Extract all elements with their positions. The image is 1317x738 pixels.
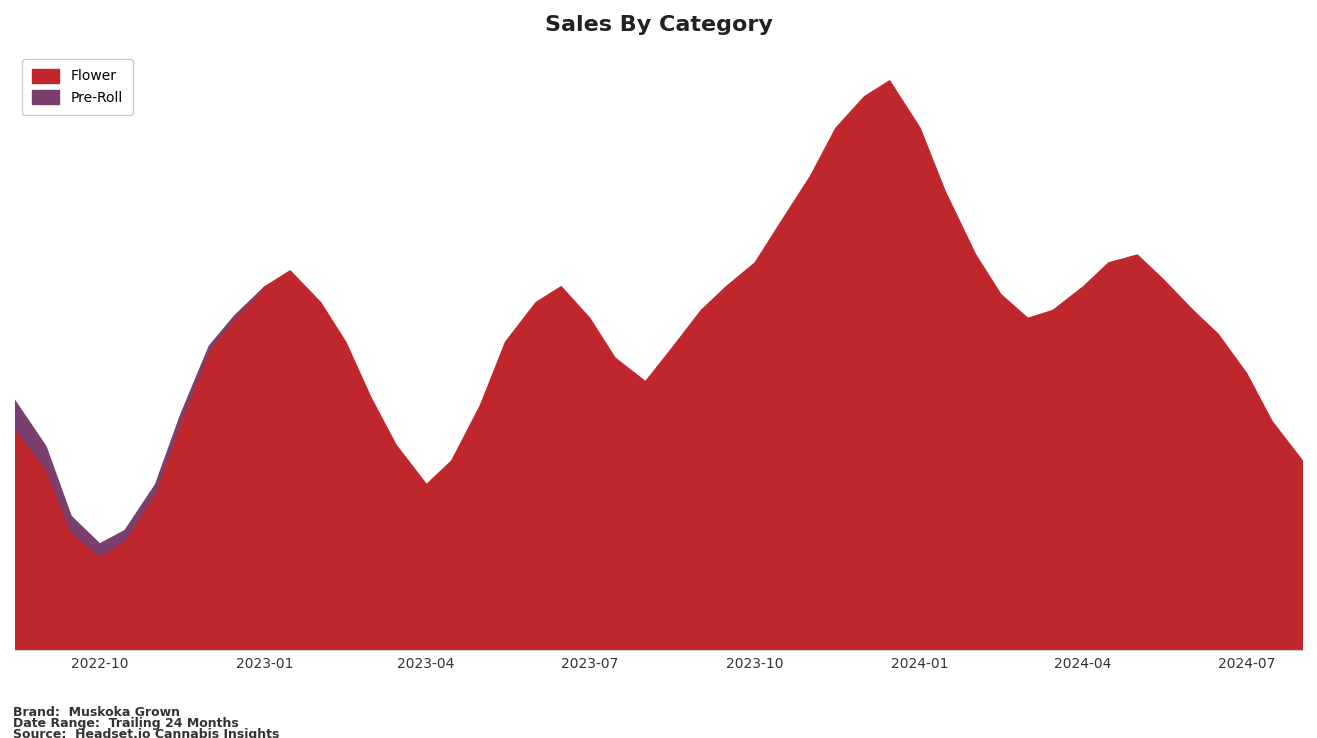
Text: Date Range:  Trailing 24 Months: Date Range: Trailing 24 Months xyxy=(13,717,238,730)
Text: Brand:  Muskoka Grown: Brand: Muskoka Grown xyxy=(13,706,180,719)
Legend: Flower, Pre-Roll: Flower, Pre-Roll xyxy=(22,59,133,115)
Text: Source:  Headset.io Cannabis Insights: Source: Headset.io Cannabis Insights xyxy=(13,728,279,738)
Title: Sales By Category: Sales By Category xyxy=(544,15,773,35)
